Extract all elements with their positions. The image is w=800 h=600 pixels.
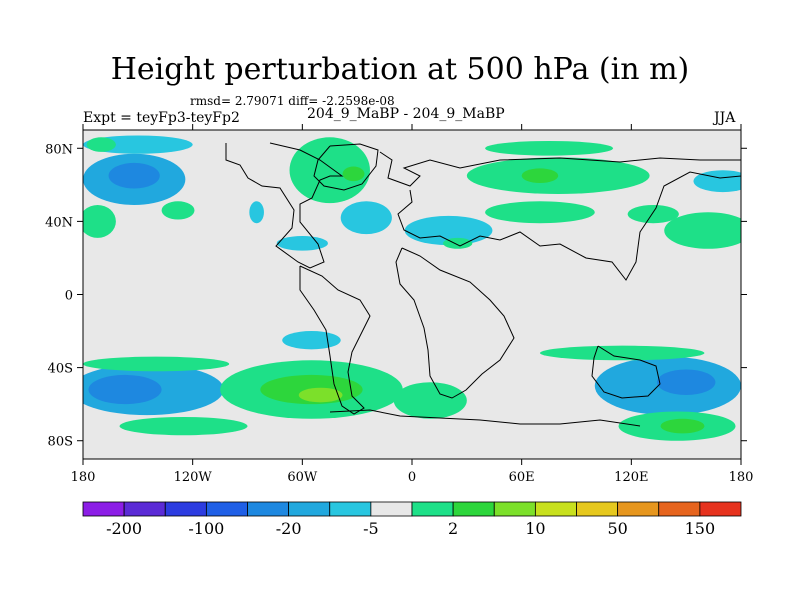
contour-arctic-high-east xyxy=(485,140,614,156)
colorbar-swatch xyxy=(617,501,660,517)
colorbar-swatch xyxy=(329,501,372,517)
x-axis: 180 120W 60W 0 60E 120E 180 xyxy=(71,124,754,485)
chart-title: Height perturbation at 500 hPa (in m) xyxy=(110,52,690,87)
contour-pacific-high-40n xyxy=(83,204,116,238)
contour-greenland-high xyxy=(289,137,370,204)
coastline-africa xyxy=(395,247,515,399)
colorbar-label: -100 xyxy=(188,519,224,538)
y-tick-label: 40S xyxy=(48,362,73,377)
season-label: JJA xyxy=(714,110,736,126)
x-tick-label: 0 xyxy=(408,470,416,485)
colorbar-swatch xyxy=(82,501,125,517)
x-tick-label: 60E xyxy=(509,470,535,485)
contour-south-high-east-top xyxy=(539,345,705,361)
colorbar-swatch xyxy=(699,501,742,517)
coastline-north-america xyxy=(225,142,344,269)
contour-south-high-west xyxy=(83,356,230,372)
contour-arctic-high-west xyxy=(86,137,116,152)
colorbar-swatch xyxy=(452,501,495,517)
contour-asia-high-40n xyxy=(485,201,595,224)
x-tick-label: 120E xyxy=(614,470,648,485)
contour-n-america-low xyxy=(249,201,264,224)
colorbar-swatch xyxy=(411,501,454,517)
colorbar-swatch xyxy=(370,501,413,517)
coastline-australia xyxy=(591,345,661,399)
contour-north-pacific-low-core xyxy=(108,162,160,189)
colorbar-label: -20 xyxy=(276,519,302,538)
y-tick-label: 0 xyxy=(65,289,73,304)
colorbar-label: -200 xyxy=(106,519,142,538)
colorbar-label: 50 xyxy=(607,519,627,538)
colorbar-label: -5 xyxy=(363,519,379,538)
run-label: 204_9_MaBP - 204_9_MaBP xyxy=(307,106,505,122)
coastline-eurasia xyxy=(379,151,741,281)
colorbar-swatch xyxy=(164,501,207,517)
colorbar-swatch xyxy=(123,501,166,517)
contour-eurasia-high-core xyxy=(521,168,559,184)
coastline-antarctica xyxy=(329,409,641,427)
x-tick-label: 180 xyxy=(729,470,754,485)
experiment-label: Expt = teyFp3-teyFp2 xyxy=(83,110,240,126)
y-tick-label: 40N xyxy=(45,215,73,230)
colorbar-label: 10 xyxy=(525,519,545,538)
x-tick-label: 180 xyxy=(71,470,96,485)
contour-med-high xyxy=(443,237,473,249)
y-tick-label: 80S xyxy=(48,435,73,450)
colorbar-label: 150 xyxy=(685,519,716,538)
x-tick-label: 120W xyxy=(174,470,213,485)
colorbar-swatch xyxy=(493,501,536,517)
y-tick-label: 80N xyxy=(45,142,73,157)
colorbar-swatch xyxy=(247,501,290,517)
contour-atlantic-low xyxy=(340,201,392,235)
stats-label: rmsd= 2.79071 diff= -2.2598e-08 xyxy=(190,94,395,108)
colorbar-label: 2 xyxy=(448,519,458,538)
y-axis: 80N 40N 0 40S 80S xyxy=(45,142,747,450)
contour-south-low-west-core xyxy=(88,374,162,405)
contour-siberia-low xyxy=(693,170,741,193)
coastline-greenland xyxy=(313,143,379,191)
contour-nw-pacific-high xyxy=(664,212,741,249)
coastline-south-america xyxy=(299,265,371,415)
colorbar-swatch xyxy=(576,501,619,517)
colorbar: -200 -100 -20 -5 2 10 50 150 xyxy=(82,501,742,538)
contour-east-asia-high xyxy=(627,204,679,224)
contour-caribbean-low xyxy=(276,236,328,251)
colorbar-swatch xyxy=(658,501,701,517)
contour-south-high-center-core xyxy=(298,387,343,403)
colorbar-swatch xyxy=(288,501,331,517)
contour-pacific-high-45n xyxy=(161,201,195,220)
colorbar-swatch xyxy=(205,501,248,517)
contour-south-low-east-core xyxy=(656,369,716,396)
contour-south-high-west-lower xyxy=(119,416,248,436)
x-tick-label: 60W xyxy=(287,470,318,485)
contour-south-atlantic-low xyxy=(282,331,341,350)
contour-south-high-atlantic xyxy=(393,382,467,419)
contour-greenland-high-core xyxy=(342,166,365,182)
contour-fills xyxy=(83,135,741,441)
coastlines xyxy=(225,142,741,427)
colorbar-swatch xyxy=(534,501,577,517)
contour-south-high-east-core xyxy=(660,418,705,434)
